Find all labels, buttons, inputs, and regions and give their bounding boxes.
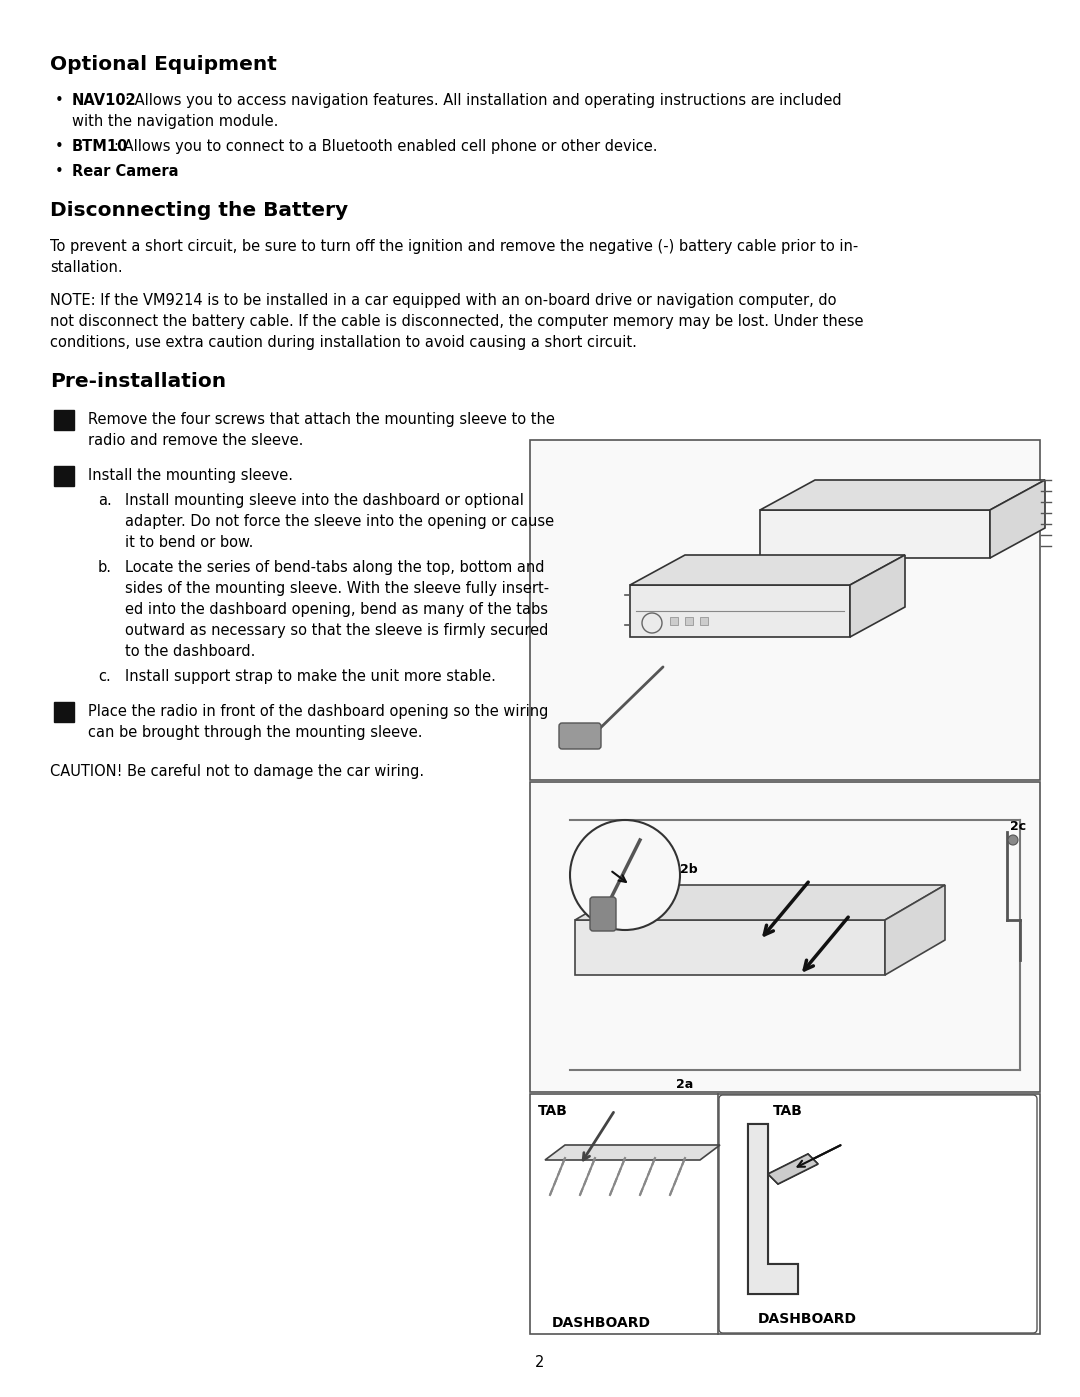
Text: TAB: TAB: [773, 1104, 802, 1118]
Text: Install mounting sleeve into the dashboard or optional: Install mounting sleeve into the dashboa…: [125, 493, 524, 509]
Polygon shape: [748, 1125, 798, 1294]
Bar: [54, 409, 75, 430]
Bar: [54, 703, 75, 722]
Bar: [54, 467, 75, 486]
Polygon shape: [760, 510, 990, 557]
Polygon shape: [630, 585, 850, 637]
Text: TAB: TAB: [773, 1104, 802, 1118]
Text: Place the radio in front of the dashboard opening so the wiring: Place the radio in front of the dashboar…: [87, 704, 549, 719]
Text: adapter. Do not force the sleeve into the opening or cause: adapter. Do not force the sleeve into th…: [125, 514, 554, 529]
Text: 3: 3: [59, 707, 69, 719]
Text: TAB: TAB: [538, 1104, 568, 1118]
FancyBboxPatch shape: [719, 1095, 1037, 1333]
Text: to the dashboard.: to the dashboard.: [125, 644, 255, 659]
Text: 2: 2: [536, 1355, 544, 1370]
Text: 1: 1: [59, 415, 68, 427]
FancyBboxPatch shape: [590, 897, 616, 930]
Text: DASHBOARD: DASHBOARD: [758, 1312, 858, 1326]
Text: 2a: 2a: [676, 1078, 693, 1091]
Polygon shape: [545, 1146, 720, 1160]
Text: Rear Camera: Rear Camera: [72, 163, 178, 179]
Text: with the navigation module.: with the navigation module.: [72, 115, 279, 129]
Text: DASHBOARD: DASHBOARD: [773, 1316, 872, 1330]
Bar: [700, 617, 708, 624]
Text: Install the mounting sleeve.: Install the mounting sleeve.: [87, 468, 293, 483]
Text: Pre-installation: Pre-installation: [50, 372, 226, 391]
Text: •: •: [55, 94, 64, 108]
Text: BTM10: BTM10: [72, 138, 129, 154]
Text: stallation.: stallation.: [50, 260, 123, 275]
Polygon shape: [990, 481, 1045, 557]
Polygon shape: [760, 481, 1045, 510]
Text: Remove the four screws that attach the mounting sleeve to the: Remove the four screws that attach the m…: [87, 412, 555, 427]
Polygon shape: [885, 886, 945, 975]
Text: outward as necessary so that the sleeve is firmly secured: outward as necessary so that the sleeve …: [125, 623, 549, 638]
Text: 2b: 2b: [680, 863, 698, 876]
Text: not disconnect the battery cable. If the cable is disconnected, the computer mem: not disconnect the battery cable. If the…: [50, 314, 864, 330]
Polygon shape: [748, 1125, 798, 1294]
Text: Install support strap to make the unit more stable.: Install support strap to make the unit m…: [125, 669, 496, 685]
Text: conditions, use extra caution during installation to avoid causing a short circu: conditions, use extra caution during ins…: [50, 335, 637, 351]
Polygon shape: [768, 1154, 818, 1185]
Text: •: •: [55, 138, 64, 154]
Polygon shape: [575, 886, 945, 921]
Text: b.: b.: [98, 560, 112, 576]
Text: : Allows you to access navigation features. All installation and operating instr: : Allows you to access navigation featur…: [125, 94, 841, 108]
Text: DASHBOARD: DASHBOARD: [552, 1316, 651, 1330]
Circle shape: [1008, 835, 1018, 845]
Text: radio and remove the sleeve.: radio and remove the sleeve.: [87, 433, 303, 448]
Polygon shape: [850, 555, 905, 637]
Polygon shape: [575, 921, 885, 975]
Text: NAV102: NAV102: [72, 94, 137, 108]
Text: : Allows you to connect to a Bluetooth enabled cell phone or other device.: : Allows you to connect to a Bluetooth e…: [114, 138, 658, 154]
Text: Locate the series of bend-tabs along the top, bottom and: Locate the series of bend-tabs along the…: [125, 560, 544, 576]
Text: c.: c.: [98, 669, 111, 685]
FancyBboxPatch shape: [559, 724, 600, 749]
Text: ed into the dashboard opening, bend as many of the tabs: ed into the dashboard opening, bend as m…: [125, 602, 548, 617]
Text: sides of the mounting sleeve. With the sleeve fully insert-: sides of the mounting sleeve. With the s…: [125, 581, 549, 597]
Text: CAUTION! Be careful not to damage the car wiring.: CAUTION! Be careful not to damage the ca…: [50, 764, 424, 780]
Polygon shape: [630, 555, 905, 585]
Text: Disconnecting the Battery: Disconnecting the Battery: [50, 201, 348, 219]
Text: can be brought through the mounting sleeve.: can be brought through the mounting slee…: [87, 725, 422, 740]
Text: NOTE: If the VM9214 is to be installed in a car equipped with an on-board drive : NOTE: If the VM9214 is to be installed i…: [50, 293, 837, 307]
Text: it to bend or bow.: it to bend or bow.: [125, 535, 254, 550]
Text: Optional Equipment: Optional Equipment: [50, 54, 276, 74]
Bar: [530, 1094, 1040, 1334]
Text: 2c: 2c: [1010, 820, 1026, 833]
Text: •: •: [55, 163, 64, 179]
Bar: [685, 617, 693, 624]
Bar: [530, 440, 1040, 780]
Polygon shape: [768, 1154, 818, 1185]
Text: To prevent a short circuit, be sure to turn off the ignition and remove the nega: To prevent a short circuit, be sure to t…: [50, 239, 859, 254]
Text: 2: 2: [59, 471, 68, 483]
Bar: [670, 617, 678, 624]
Circle shape: [570, 820, 680, 930]
Bar: [530, 782, 1040, 1092]
Text: a.: a.: [98, 493, 111, 509]
